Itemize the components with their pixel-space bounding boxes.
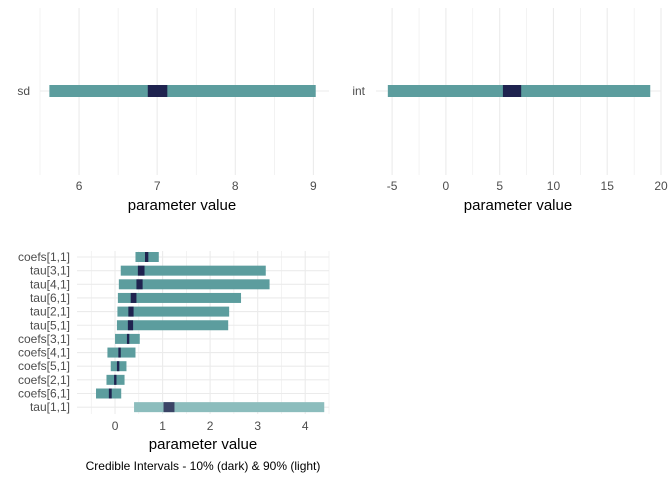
interval-outer-tau-3-1- [120, 265, 266, 276]
x-tick-label: 8 [232, 179, 239, 193]
x-axis-title: parameter value [149, 436, 257, 453]
interval-inner-coefs-2-1- [114, 374, 117, 385]
x-tick-label: 20 [654, 179, 668, 193]
interval-inner-sd [147, 85, 168, 97]
chart-panel-2: int -5 0 5 10 15 20 parameter value [352, 8, 668, 214]
interval-inner-tau-3-1- [137, 265, 145, 276]
interval-inner-tau-5-1- [127, 320, 134, 331]
interval-inner-coefs-5-1- [116, 361, 120, 372]
parameter-label: tau[4,1] [30, 277, 70, 291]
x-tick-label: 9 [310, 179, 317, 193]
interval-inner-coefs-3-1- [126, 333, 130, 344]
x-tick-label: 1 [159, 419, 166, 433]
parameter-label: coefs[5,1] [18, 359, 70, 373]
interval-inner-int [502, 85, 522, 97]
x-axis-title: parameter value [464, 197, 572, 214]
parameter-label: sd [17, 84, 30, 98]
x-tick-label: 0 [443, 179, 450, 193]
interval-outer-tau-1-1- [134, 402, 325, 413]
parameter-label: coefs[2,1] [18, 373, 70, 387]
interval-inner-tau-6-1- [130, 292, 137, 303]
interval-outer-coefs-6-1- [96, 388, 122, 399]
x-tick-label: 6 [76, 179, 83, 193]
chart-caption: Credible Intervals - 10% (dark) & 90% (l… [86, 459, 321, 473]
x-tick-label: 4 [302, 419, 309, 433]
x-tick-label: 0 [112, 419, 119, 433]
interval-outer-tau-6-1- [117, 292, 242, 303]
parameter-label: coefs[6,1] [18, 387, 70, 401]
x-tick-label: 3 [254, 419, 261, 433]
interval-outer-coefs-4-1- [107, 347, 136, 358]
parameter-label: tau[3,1] [30, 264, 70, 278]
chart-panel-3: coefs[1,1]tau[3,1]tau[4,1]tau[6,1]tau[2,… [18, 250, 330, 473]
interval-inner-tau-2-1- [128, 306, 134, 317]
parameter-label: coefs[4,1] [18, 346, 70, 360]
interval-inner-tau-4-1- [136, 279, 143, 290]
interval-inner-coefs-1-1- [144, 252, 149, 262]
parameter-label: tau[2,1] [30, 305, 70, 319]
parameter-label: tau[6,1] [30, 291, 70, 305]
x-tick-label: 10 [547, 179, 561, 193]
interval-outer-sd [49, 85, 316, 97]
interval-outer-tau-5-1- [116, 320, 229, 331]
chart-panel-1: sd 6 7 8 9 parameter value [17, 8, 329, 214]
parameter-label: int [352, 84, 365, 98]
parameter-label: coefs[1,1] [18, 250, 70, 264]
x-tick-label: 15 [601, 179, 615, 193]
interval-inner-tau-1-1- [163, 402, 175, 413]
parameter-label: tau[5,1] [30, 318, 70, 332]
x-tick-label: 7 [154, 179, 161, 193]
interval-outer-tau-4-1- [118, 279, 270, 290]
parameter-label: coefs[3,1] [18, 332, 70, 346]
x-axis-title: parameter value [128, 197, 236, 214]
interval-inner-coefs-6-1- [108, 388, 112, 399]
interval-outer-tau-2-1- [117, 306, 230, 317]
parameter-label: tau[1,1] [30, 400, 70, 414]
x-tick-label: 2 [207, 419, 214, 433]
x-tick-label: 5 [496, 179, 503, 193]
interval-inner-coefs-4-1- [118, 347, 121, 358]
x-tick-label: -5 [387, 179, 398, 193]
